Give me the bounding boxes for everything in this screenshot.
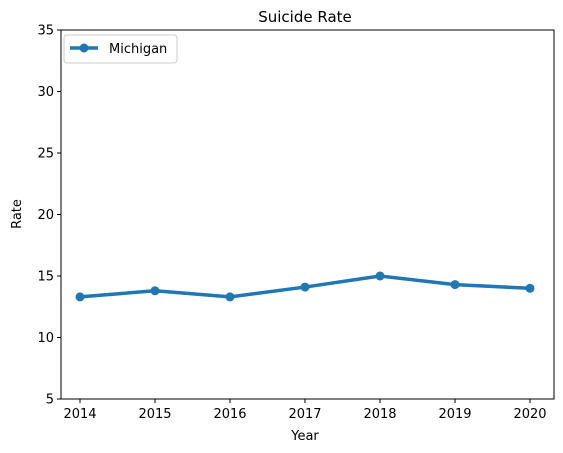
data-point (225, 292, 235, 302)
x-tick-label: 2020 (513, 407, 546, 422)
data-point (450, 280, 460, 290)
plot-area (61, 30, 554, 399)
data-point (150, 286, 160, 296)
data-point (75, 292, 85, 302)
data-point (300, 282, 310, 292)
x-tick-label: 2018 (363, 407, 396, 422)
y-tick-label: 30 (37, 85, 54, 100)
x-tick-label: 2014 (63, 407, 96, 422)
series-layer (75, 271, 535, 302)
legend-swatch-marker (79, 43, 89, 53)
legend-label-michigan: Michigan (109, 42, 167, 57)
y-tick-label: 25 (37, 147, 54, 162)
legend: Michigan (63, 34, 178, 64)
chart-title: Suicide Rate (258, 8, 352, 26)
y-tick-label: 10 (37, 331, 54, 346)
y-tick-label: 15 (37, 270, 54, 285)
y-axis: 5 10 15 20 25 30 35 (37, 24, 61, 408)
y-tick-label: 35 (37, 24, 54, 39)
x-axis: 2014 2015 2016 2017 2018 2019 2020 (63, 399, 547, 422)
y-axis-label: Rate (10, 199, 25, 229)
y-tick-label: 5 (46, 393, 54, 408)
x-tick-label: 2017 (288, 407, 321, 422)
x-tick-label: 2016 (213, 407, 246, 422)
x-tick-label: 2015 (138, 407, 171, 422)
y-tick-label: 20 (37, 208, 54, 223)
data-point (375, 271, 385, 281)
x-axis-label: Year (290, 429, 319, 444)
data-point (525, 283, 535, 293)
plot-frame (60, 29, 555, 400)
legend-box (63, 34, 178, 64)
x-tick-label: 2019 (438, 407, 471, 422)
